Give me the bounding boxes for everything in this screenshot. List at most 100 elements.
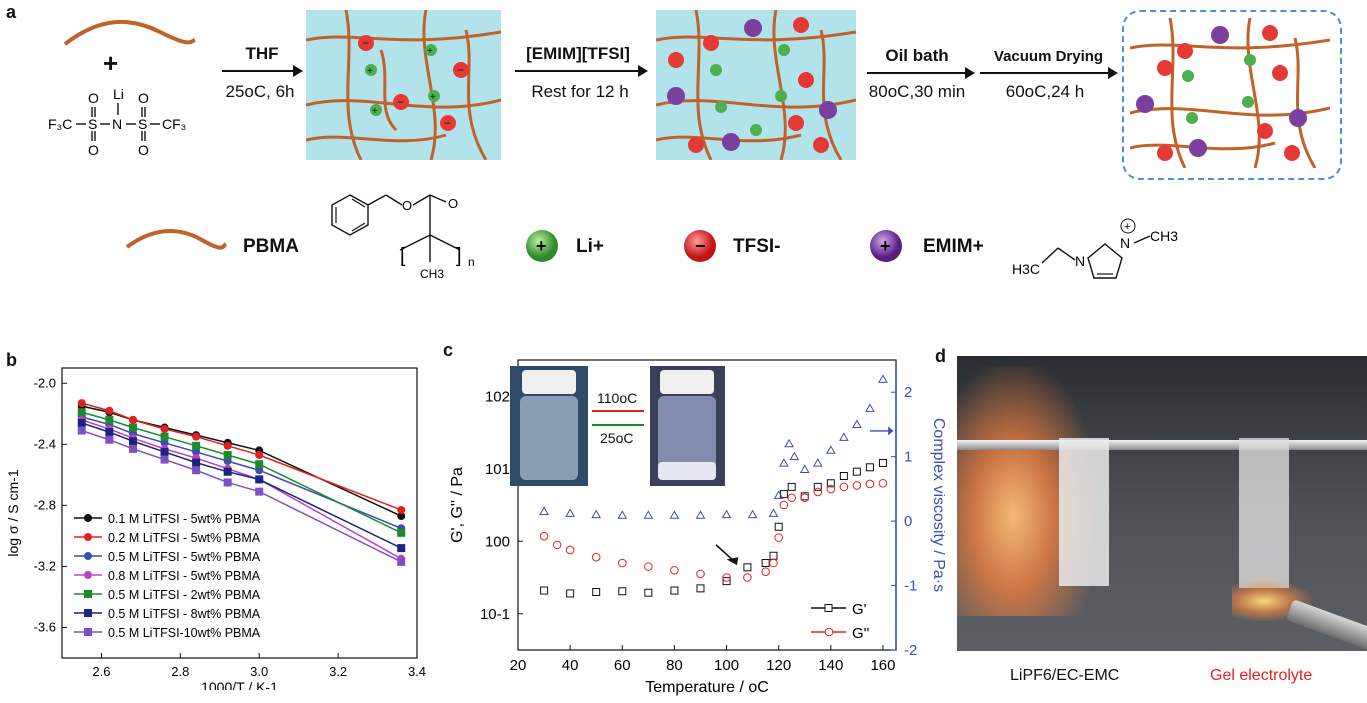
step2-arrow-head	[638, 65, 648, 77]
step4-arrow	[980, 72, 1110, 74]
data-point	[670, 565, 679, 575]
data-point	[223, 441, 232, 450]
legend-li-label: Li+	[576, 236, 604, 257]
data-point	[565, 545, 575, 555]
data-point	[865, 479, 875, 489]
final-gel-frame	[1122, 10, 1342, 180]
step2-label-bottom: Rest for 12 h	[531, 82, 629, 101]
svg-text:O: O	[448, 196, 458, 211]
data-point	[696, 584, 705, 593]
svg-text:N: N	[1120, 235, 1130, 251]
data-point	[223, 478, 232, 487]
data-point	[743, 563, 752, 572]
panel-d-label: d	[935, 346, 946, 366]
data-point	[617, 510, 628, 519]
y-axis-label: G', G'' / Pa	[449, 467, 466, 543]
svg-text:+: +	[372, 106, 378, 117]
data-point	[539, 506, 549, 515]
data-point	[839, 482, 849, 492]
svg-text:+: +	[427, 46, 433, 57]
data-point	[192, 447, 201, 456]
svg-text:O: O	[138, 142, 149, 158]
step4-label-top: Vacuum Drying	[993, 48, 1104, 65]
step2-arrow	[515, 70, 640, 72]
data-point	[761, 567, 770, 576]
svg-text:+: +	[880, 236, 891, 256]
data-point	[540, 586, 549, 595]
series-line	[81, 402, 402, 511]
legend-marker	[84, 514, 92, 522]
data-point	[591, 509, 602, 519]
data-point	[878, 374, 888, 383]
step4-label-bottom: 60oC,24 h	[1005, 82, 1085, 101]
data-point	[644, 588, 653, 597]
legend-emim-label: EMIM+	[923, 236, 984, 257]
data-point	[722, 577, 731, 586]
step1-label-bottom: 25oC, 6h	[225, 82, 295, 101]
data-point	[618, 587, 627, 596]
legend-li-icon: +	[526, 230, 558, 262]
data-point	[255, 475, 264, 484]
data-point	[696, 569, 705, 579]
panel-c-label: c	[443, 340, 454, 360]
y2-tick-label: -2	[904, 642, 917, 659]
svg-text:O: O	[88, 90, 99, 106]
data-point	[878, 478, 888, 488]
data-point	[769, 551, 778, 560]
rheology-chart: 20 40 60 80 100 120 140 160 10-1 100 101 102 -2 -1 0 1 2…	[449, 359, 945, 696]
y-tick-label: -3.2	[34, 558, 56, 573]
torch-body	[1285, 599, 1367, 651]
data-point	[160, 455, 169, 464]
data-point	[789, 451, 800, 461]
step1-label-top: THF	[245, 44, 279, 63]
data-point	[129, 444, 137, 453]
y-tick-label: 10-1	[480, 606, 510, 623]
y2-tick-label: -1	[904, 578, 917, 595]
data-point	[774, 522, 783, 531]
separator-right	[1239, 438, 1289, 588]
legend-pbma-strand	[125, 229, 228, 250]
data-point	[129, 415, 137, 424]
data-point	[592, 588, 601, 596]
svg-text:O: O	[402, 198, 412, 213]
x-tick-label: 40	[562, 657, 579, 674]
data-point	[865, 463, 874, 472]
data-point	[223, 457, 232, 466]
x-tick-label: 3.4	[408, 664, 426, 679]
data-point	[839, 472, 848, 480]
svg-text:CF₃: CF₃	[162, 116, 186, 132]
svg-text:F₃C: F₃C	[48, 116, 72, 132]
svg-text:−: −	[695, 236, 706, 256]
panel-a-label: a	[6, 2, 17, 22]
panel-b-label: b	[6, 350, 17, 370]
data-point	[129, 423, 137, 432]
data-point	[800, 493, 810, 503]
data-point	[799, 464, 810, 474]
series-line	[81, 405, 402, 517]
legend-entry: 0.5 M LiTFSI - 5wt% PBMA	[108, 550, 261, 564]
svg-text:H3C: H3C	[1012, 261, 1040, 277]
data-point	[774, 533, 783, 542]
data-point	[787, 482, 796, 491]
gel-box-2	[656, 10, 856, 160]
data-point	[852, 481, 862, 490]
caption-gel-electrolyte: Gel electrolyte	[1210, 667, 1313, 684]
legend-marker	[84, 533, 92, 541]
data-point	[397, 512, 406, 521]
conductivity-chart: 2.6 2.8 3.0 3.2 3.4 -2.0 -2.4 -2.8 -3.2 -3.6 1000/…	[5, 367, 426, 690]
svg-text:]: ]	[456, 245, 462, 267]
x-tick-label: 60	[614, 657, 631, 674]
x-tick-label: 120	[766, 657, 791, 674]
svg-text:−: −	[362, 36, 369, 50]
inset-cool-label: 25oC	[600, 430, 634, 446]
y-tick-label: 101	[485, 461, 510, 478]
data-point	[223, 451, 232, 459]
transition-arrow-head	[726, 557, 739, 566]
x-axis-label: Temperature / oC	[645, 679, 769, 696]
step3-arrow	[867, 72, 967, 74]
separator-left	[1059, 438, 1109, 586]
y-tick-label: 102	[485, 388, 510, 405]
x-tick-label: 160	[870, 657, 895, 674]
data-point	[77, 408, 86, 417]
x-axis-label: 1000/T / K-1	[201, 679, 278, 690]
